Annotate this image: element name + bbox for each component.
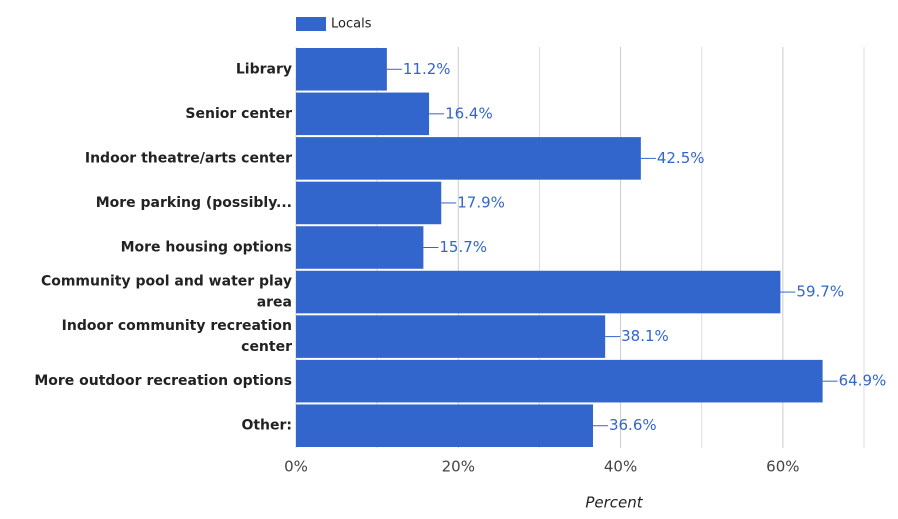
- bar: [296, 270, 781, 314]
- y-tick-label: Senior center: [185, 106, 292, 122]
- value-label: 11.2%: [403, 60, 451, 78]
- value-label: 64.9%: [839, 372, 887, 390]
- y-tick-label: More outdoor recreation options: [34, 373, 292, 389]
- y-tick-label: Library: [236, 61, 292, 77]
- value-label: 15.7%: [439, 238, 487, 256]
- value-label: 42.5%: [657, 149, 705, 167]
- bar: [296, 181, 442, 225]
- value-label: 38.1%: [621, 327, 669, 345]
- bar: [296, 92, 430, 136]
- x-tick-label: 60%: [766, 458, 799, 476]
- value-label: 59.7%: [796, 283, 844, 301]
- bar: [296, 137, 641, 180]
- x-tick-label: 40%: [604, 458, 637, 476]
- bar: [296, 226, 424, 269]
- value-label: 36.6%: [609, 416, 657, 434]
- x-axis-title: Percent: [585, 494, 643, 512]
- y-tick-label: Other:: [241, 418, 292, 434]
- bar: [296, 315, 606, 358]
- x-tick-label: 0%: [284, 458, 308, 476]
- legend-swatch: [296, 17, 326, 31]
- bar: [296, 359, 823, 403]
- y-tick-label: Indoor community recreation center: [62, 318, 292, 355]
- bar: [296, 48, 387, 91]
- x-tick-label: 20%: [442, 458, 475, 476]
- bar: [296, 404, 593, 447]
- value-label: 17.9%: [457, 193, 505, 211]
- legend-label: Locals: [331, 17, 372, 32]
- y-tick-label: More parking (possibly...: [96, 195, 292, 211]
- y-tick-label: More housing options: [121, 240, 292, 256]
- y-tick-label: Community pool and water play area: [41, 274, 292, 311]
- value-label: 16.4%: [445, 104, 493, 122]
- y-tick-label: Indoor theatre/arts center: [85, 150, 292, 166]
